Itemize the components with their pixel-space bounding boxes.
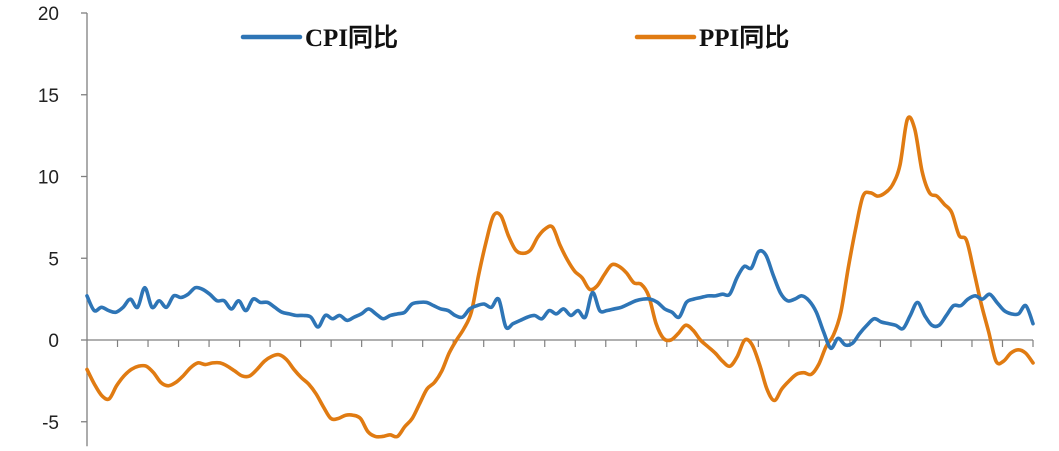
ppi-line xyxy=(85,115,1035,439)
legend: CPI同比 PPI同比 xyxy=(240,24,789,52)
y-tick-label: 5 xyxy=(48,249,59,270)
y-axis: -5 0 5 10 15 20 xyxy=(38,4,88,447)
y-tick-label: 10 xyxy=(38,168,59,189)
y-tick-label: 20 xyxy=(38,4,59,25)
legend-item-ppi: PPI同比 xyxy=(634,24,789,52)
y-tick-label: -5 xyxy=(42,413,59,434)
legend-item-cpi: CPI同比 xyxy=(240,24,398,52)
legend-label-cpi: CPI同比 xyxy=(305,24,398,52)
y-tick-label: 15 xyxy=(38,86,59,107)
cpi-line xyxy=(85,248,1035,350)
series-layer xyxy=(85,115,1035,439)
y-tick-label: 0 xyxy=(48,331,59,352)
x-axis xyxy=(87,339,1034,347)
legend-label-ppi: PPI同比 xyxy=(699,24,789,52)
